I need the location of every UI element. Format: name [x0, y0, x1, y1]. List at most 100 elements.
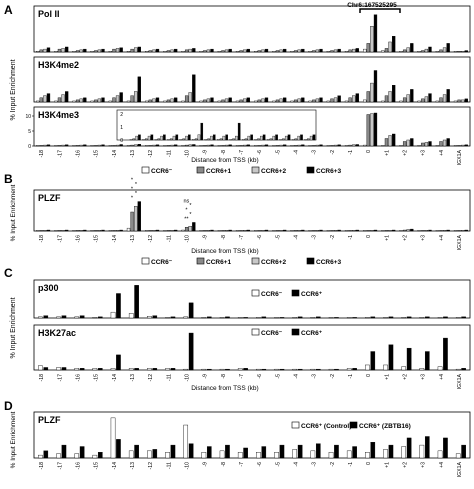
- bar-h3k4me3: [435, 145, 439, 147]
- bar-h3k4me3: [297, 144, 301, 147]
- bar-h3k27ac: [297, 368, 303, 371]
- bar-pol2: [36, 51, 40, 53]
- inset-bar: [160, 135, 163, 141]
- bar-h3k4me3: [275, 145, 280, 147]
- inset-bar: [212, 134, 216, 141]
- bar-plzf-b: [254, 230, 258, 232]
- bar-plzf-d: [383, 449, 388, 459]
- xtick-label-h3k4me3: -9: [203, 150, 209, 155]
- bar-pol2: [417, 51, 421, 53]
- bar-h3k4me2: [39, 97, 43, 103]
- bar-plzf-b: [388, 230, 392, 232]
- bar-plzf-d: [297, 444, 303, 459]
- bar-plzf-d: [261, 446, 267, 459]
- bar-plzf-b: [283, 229, 287, 232]
- legend-swatch-c-h3k27ac: [251, 328, 260, 336]
- bar-pol2: [239, 50, 243, 53]
- bar-h3k4me3: [134, 144, 138, 147]
- bar-plzf-d: [61, 444, 67, 459]
- bar-plzf-b: [344, 230, 349, 232]
- bar-p300: [38, 316, 43, 319]
- bar-pol2: [297, 49, 301, 53]
- xtick-label-h3k27ac: -13: [130, 374, 136, 382]
- xtick-label-h3k4me3: +2: [402, 150, 408, 156]
- bar-p300: [401, 317, 407, 319]
- bar-plzf-b: [290, 230, 294, 232]
- inset-bar: [300, 134, 303, 141]
- bar-h3k4me2: [402, 97, 407, 103]
- bar-p300: [110, 311, 116, 319]
- bar-pol2: [388, 41, 392, 53]
- bar-h3k27ac: [443, 337, 448, 371]
- bar-plzf-d: [38, 454, 43, 459]
- xlabel-b: Distance from TSS (kb): [191, 248, 258, 255]
- bar-pol2: [363, 48, 367, 53]
- bar-h3k4me3: [210, 144, 214, 147]
- inset-bar: [197, 134, 201, 141]
- bar-plzf-d: [219, 450, 225, 459]
- bar-pol2: [39, 49, 43, 53]
- bar-plzf-b: [188, 226, 192, 232]
- inset-bar: [217, 139, 220, 141]
- bar-h3k4me3: [39, 145, 43, 147]
- bar-h3k4me2: [210, 97, 214, 103]
- bar-pol2: [163, 51, 167, 53]
- bar-pol2: [152, 49, 156, 53]
- inset-bar: [232, 138, 235, 141]
- bar-h3k27ac: [116, 354, 121, 371]
- xtick-label-plzf-d: -15: [94, 462, 100, 470]
- chr-bracket: [359, 8, 401, 13]
- bar-pol2: [130, 48, 134, 53]
- legend-label-a: CCR6+2: [261, 168, 286, 175]
- inset-bar: [129, 139, 133, 141]
- bar-p300: [297, 316, 303, 319]
- bar-pol2: [344, 51, 349, 53]
- xtick-label-plzf-d: -14: [112, 462, 118, 470]
- ytick-label-h3k4me3: 5: [28, 129, 31, 135]
- xtick-label-plzf-b: -13: [130, 235, 136, 243]
- bar-pol2: [275, 50, 280, 53]
- bar-plzf-d: [128, 450, 134, 459]
- bar-plzf-d: [424, 436, 430, 459]
- bar-plzf-b: [61, 230, 65, 232]
- bar-pol2: [134, 47, 138, 53]
- bar-h3k4me2: [275, 99, 280, 103]
- bar-h3k4me2: [435, 100, 439, 103]
- bar-p300: [206, 316, 212, 319]
- bar-h3k4me2: [457, 99, 461, 103]
- inset-bar: [241, 139, 245, 141]
- bar-h3k27ac: [279, 368, 285, 371]
- bar-h3k4me3: [101, 144, 105, 147]
- bar-plzf-b: [333, 230, 338, 232]
- bar-plzf-b: [301, 229, 305, 232]
- bar-pol2: [54, 51, 58, 53]
- bar-h3k4me2: [319, 97, 323, 103]
- inset-bar: [210, 135, 213, 141]
- bar-plzf-b: [421, 230, 425, 232]
- bar-pol2: [112, 48, 116, 53]
- xtick-label-plzf-b: -9: [203, 235, 209, 240]
- bar-p300: [310, 317, 316, 319]
- legend-swatch-a: [196, 166, 205, 174]
- bar-h3k4me3: [224, 144, 229, 147]
- xtick-label-plzf-d: -10: [184, 462, 190, 470]
- bar-plzf-b: [406, 229, 410, 232]
- inset-bar: [312, 134, 316, 141]
- bar-h3k27ac: [219, 368, 225, 371]
- bar-h3k4me2: [83, 97, 87, 103]
- inset-bar: [145, 138, 148, 141]
- bar-h3k4me3: [64, 144, 69, 147]
- bar-plzf-d: [274, 452, 279, 459]
- legend-swatch-a: [306, 166, 315, 174]
- xtick-label-plzf-b: -17: [57, 235, 63, 243]
- bar-pol2: [333, 49, 338, 53]
- bar-h3k4me2: [261, 98, 265, 103]
- significance-mark: *: [131, 178, 134, 184]
- bar-pol2: [446, 43, 450, 53]
- inset-bar: [200, 122, 204, 141]
- bar-plzf-d: [43, 450, 49, 459]
- bar-plzf-b: [203, 230, 207, 232]
- inset-bar: [154, 139, 158, 141]
- bar-h3k4me2: [384, 95, 389, 103]
- bar-h3k4me3: [221, 145, 225, 147]
